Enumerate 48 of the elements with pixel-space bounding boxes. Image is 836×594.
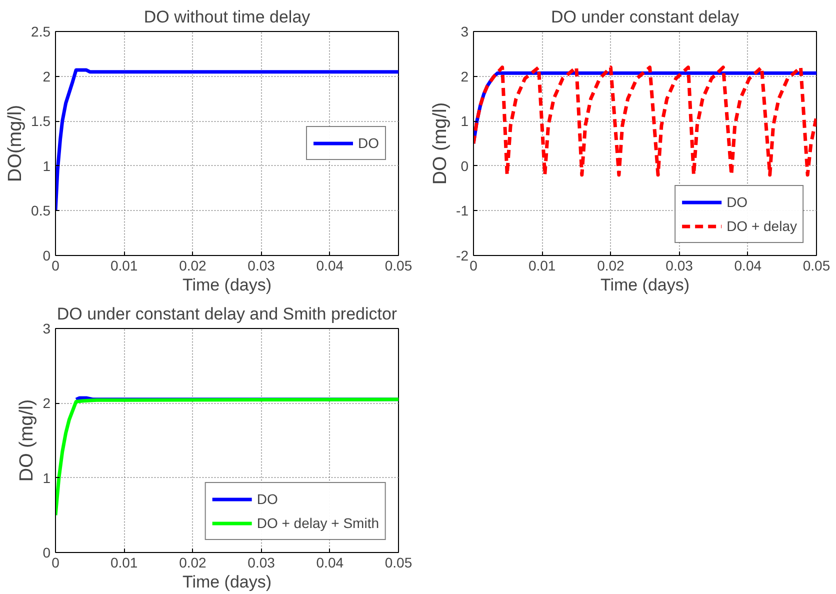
legend-label: DO [358, 135, 379, 151]
x-tick-label: 0.03 [248, 554, 276, 570]
y-tick-label: -2 [456, 248, 469, 264]
y-tick-label: 0 [42, 248, 51, 264]
chart-title: DO under constant delay [550, 8, 740, 26]
y-tick-label: 2 [42, 68, 51, 84]
y-tick-label: 1 [42, 158, 51, 174]
y-axis-title: DO (mg/l) [16, 399, 38, 482]
x-axis-title: Time (days) [182, 572, 272, 592]
x-tick-label: 0.05 [802, 258, 830, 274]
x-tick-label: 0.04 [316, 258, 344, 274]
chart-title: DO without time delay [144, 8, 311, 26]
legend-label: DO [256, 491, 278, 507]
legend-label: DO [726, 194, 748, 210]
x-tick-label: 0.05 [384, 258, 412, 274]
x-tick-label: 0.03 [666, 258, 694, 274]
y-tick-label: 1 [460, 113, 469, 130]
x-tick-label: 0.01 [110, 258, 138, 274]
y-tick-label: 3 [460, 24, 469, 40]
y-tick-label: 2 [460, 68, 469, 84]
x-tick-label: 0.04 [734, 258, 762, 274]
y-tick-label: 1 [42, 470, 51, 486]
y-tick-label: 3 [42, 320, 51, 336]
line-series [474, 66, 816, 177]
chart-title: DO under constant delay and Smith predictor [56, 304, 398, 324]
x-tick-label: 0.02 [179, 554, 207, 570]
x-tick-label: 0.03 [248, 258, 276, 274]
x-tick-label: 0.02 [179, 258, 207, 274]
line-series [56, 398, 398, 517]
y-tick-label: 2 [42, 395, 51, 412]
legend-label: DO + delay [726, 218, 797, 234]
x-tick-label: 0.05 [384, 554, 412, 570]
x-tick-label: 0.01 [110, 554, 138, 570]
y-tick-label: 0.5 [31, 202, 51, 219]
x-tick-label: 0.02 [597, 258, 625, 274]
x-axis-title: Time (days) [182, 276, 272, 294]
y-axis-title: DO(mg/l) [5, 104, 26, 182]
x-tick-label: 0.04 [316, 554, 344, 570]
y-tick-label: 0 [460, 158, 469, 174]
legend-label: DO + delay + Smith [256, 515, 379, 531]
y-tick-label: -1 [456, 202, 469, 219]
y-tick-label: 2.5 [31, 24, 51, 40]
y-tick-label: 1.5 [31, 113, 51, 130]
x-tick-label: 0.01 [528, 258, 556, 274]
y-axis-title: DO (mg/l) [430, 102, 452, 185]
x-axis-title: Time (days) [600, 276, 690, 294]
y-tick-label: 0 [42, 544, 51, 560]
line-series [56, 68, 398, 212]
